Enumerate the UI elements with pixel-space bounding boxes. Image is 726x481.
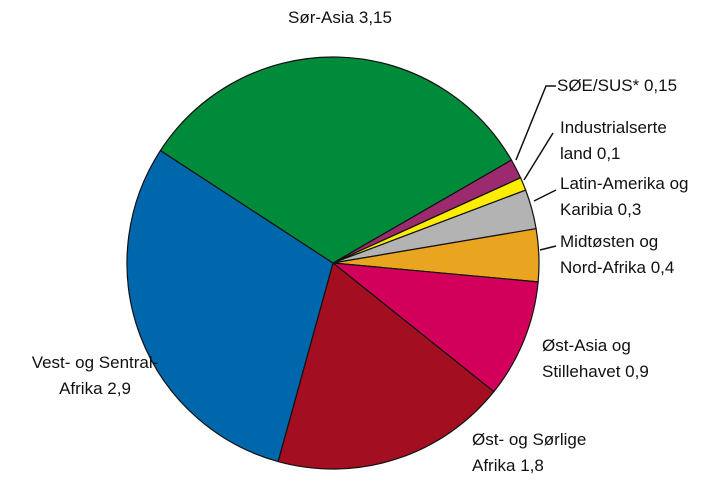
- category-label: SØE/SUS*: [557, 76, 640, 95]
- leader-line: [539, 245, 557, 251]
- pie-slice: [331, 262, 539, 393]
- leader-line: [533, 189, 557, 202]
- pie-slice: [126, 149, 334, 463]
- leader-line: [523, 132, 554, 181]
- slice-label: Latin-Amerika og Karibia 0,3: [560, 171, 695, 223]
- category-label: Industrialserte land: [560, 118, 667, 163]
- category-label: Øst- og Sørlige Afrika: [472, 430, 587, 475]
- slice-label: SØE/SUS* 0,15: [557, 73, 726, 99]
- value-label: 0,15: [643, 76, 678, 95]
- slice-label: Sør-Asia 3,15: [250, 5, 430, 31]
- value-label: 0,3: [617, 200, 642, 219]
- slice-label: Øst-Asia og Stillehavet 0,9: [542, 333, 692, 385]
- category-label: Midtøsten og Nord-Afrika: [560, 232, 659, 277]
- value-label: 3,15: [358, 8, 392, 27]
- category-label: Øst-Asia og Stillehavet: [542, 336, 631, 381]
- value-label: 1,8: [520, 456, 544, 475]
- value-label: 0,9: [625, 362, 649, 381]
- pie-slice: [159, 56, 513, 264]
- pie-slice: [277, 261, 495, 470]
- category-label: Latin-Amerika og Karibia: [560, 174, 689, 219]
- value-label: 2,9: [107, 379, 131, 398]
- slice-label: Øst- og Sørlige Afrika 1,8: [472, 427, 632, 479]
- slice-label: Midtøsten og Nord-Afrika 0,4: [560, 229, 695, 281]
- value-label: 0,1: [596, 144, 621, 163]
- category-label: Sør-Asia: [288, 8, 355, 27]
- slice-label: Industrialserte land 0,1: [560, 115, 680, 167]
- leader-line: [515, 85, 556, 161]
- category-label: Vest- og Sentral-Afrika: [31, 353, 159, 398]
- value-label: 0,4: [650, 258, 675, 277]
- slice-label: Vest- og Sentral-Afrika 2,9: [30, 350, 160, 402]
